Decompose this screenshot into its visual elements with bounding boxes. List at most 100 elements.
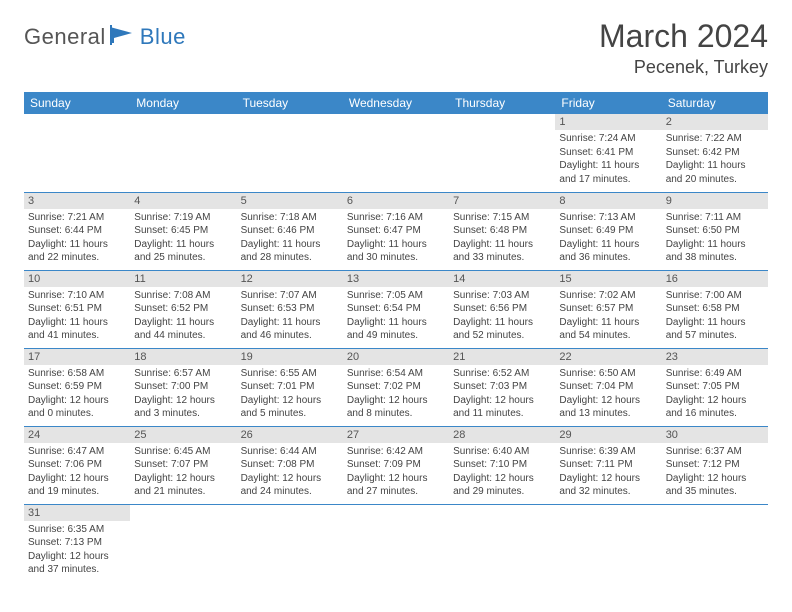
calendar-cell: 1Sunrise: 7:24 AMSunset: 6:41 PMDaylight… — [555, 114, 661, 192]
daylight-text: Daylight: 11 hours and 49 minutes. — [347, 316, 445, 343]
weekday-header: Wednesday — [343, 92, 449, 114]
day-details: Sunrise: 7:11 AMSunset: 6:50 PMDaylight:… — [662, 209, 768, 269]
day-details: Sunrise: 6:47 AMSunset: 7:06 PMDaylight:… — [24, 443, 130, 503]
day-number: 27 — [343, 427, 449, 443]
header: General Blue March 2024 Pecenek, Turkey — [24, 18, 768, 78]
sunrise-text: Sunrise: 6:54 AM — [347, 367, 445, 381]
weekday-header: Saturday — [662, 92, 768, 114]
calendar-cell: 18Sunrise: 6:57 AMSunset: 7:00 PMDayligh… — [130, 348, 236, 426]
sunset-text: Sunset: 7:00 PM — [134, 380, 232, 394]
calendar-cell: 5Sunrise: 7:18 AMSunset: 6:46 PMDaylight… — [237, 192, 343, 270]
calendar-cell: 22Sunrise: 6:50 AMSunset: 7:04 PMDayligh… — [555, 348, 661, 426]
day-details: Sunrise: 6:42 AMSunset: 7:09 PMDaylight:… — [343, 443, 449, 503]
daylight-text: Daylight: 11 hours and 54 minutes. — [559, 316, 657, 343]
daylight-text: Daylight: 12 hours and 13 minutes. — [559, 394, 657, 421]
sunset-text: Sunset: 6:53 PM — [241, 302, 339, 316]
sunrise-text: Sunrise: 6:35 AM — [28, 523, 126, 537]
calendar-cell: 14Sunrise: 7:03 AMSunset: 6:56 PMDayligh… — [449, 270, 555, 348]
weekday-header: Monday — [130, 92, 236, 114]
calendar-cell: 10Sunrise: 7:10 AMSunset: 6:51 PMDayligh… — [24, 270, 130, 348]
calendar-week-row: 17Sunrise: 6:58 AMSunset: 6:59 PMDayligh… — [24, 348, 768, 426]
sunrise-text: Sunrise: 6:45 AM — [134, 445, 232, 459]
daylight-text: Daylight: 12 hours and 27 minutes. — [347, 472, 445, 499]
calendar-cell — [449, 504, 555, 582]
sunset-text: Sunset: 6:54 PM — [347, 302, 445, 316]
sunrise-text: Sunrise: 6:49 AM — [666, 367, 764, 381]
day-number: 11 — [130, 271, 236, 287]
day-number: 6 — [343, 193, 449, 209]
day-details: Sunrise: 7:03 AMSunset: 6:56 PMDaylight:… — [449, 287, 555, 347]
day-details: Sunrise: 7:21 AMSunset: 6:44 PMDaylight:… — [24, 209, 130, 269]
sunset-text: Sunset: 6:52 PM — [134, 302, 232, 316]
daylight-text: Daylight: 12 hours and 0 minutes. — [28, 394, 126, 421]
calendar-cell: 31Sunrise: 6:35 AMSunset: 7:13 PMDayligh… — [24, 504, 130, 582]
sunrise-text: Sunrise: 7:13 AM — [559, 211, 657, 225]
day-details: Sunrise: 7:24 AMSunset: 6:41 PMDaylight:… — [555, 130, 661, 190]
calendar-cell: 17Sunrise: 6:58 AMSunset: 6:59 PMDayligh… — [24, 348, 130, 426]
day-number: 24 — [24, 427, 130, 443]
calendar-week-row: 3Sunrise: 7:21 AMSunset: 6:44 PMDaylight… — [24, 192, 768, 270]
day-number: 21 — [449, 349, 555, 365]
brand-logo: General Blue — [24, 18, 186, 50]
calendar-cell: 12Sunrise: 7:07 AMSunset: 6:53 PMDayligh… — [237, 270, 343, 348]
day-details: Sunrise: 6:35 AMSunset: 7:13 PMDaylight:… — [24, 521, 130, 581]
sunrise-text: Sunrise: 6:55 AM — [241, 367, 339, 381]
month-title: March 2024 — [599, 18, 768, 55]
sunrise-text: Sunrise: 6:52 AM — [453, 367, 551, 381]
calendar-table: Sunday Monday Tuesday Wednesday Thursday… — [24, 92, 768, 582]
sunset-text: Sunset: 7:02 PM — [347, 380, 445, 394]
sunset-text: Sunset: 6:58 PM — [666, 302, 764, 316]
sunrise-text: Sunrise: 7:24 AM — [559, 132, 657, 146]
sunrise-text: Sunrise: 6:44 AM — [241, 445, 339, 459]
sunset-text: Sunset: 6:49 PM — [559, 224, 657, 238]
calendar-cell: 13Sunrise: 7:05 AMSunset: 6:54 PMDayligh… — [343, 270, 449, 348]
sunrise-text: Sunrise: 6:37 AM — [666, 445, 764, 459]
sunset-text: Sunset: 6:59 PM — [28, 380, 126, 394]
sunrise-text: Sunrise: 7:18 AM — [241, 211, 339, 225]
sunset-text: Sunset: 7:13 PM — [28, 536, 126, 550]
sunrise-text: Sunrise: 7:21 AM — [28, 211, 126, 225]
daylight-text: Daylight: 11 hours and 17 minutes. — [559, 159, 657, 186]
day-number: 17 — [24, 349, 130, 365]
daylight-text: Daylight: 12 hours and 5 minutes. — [241, 394, 339, 421]
day-details: Sunrise: 7:07 AMSunset: 6:53 PMDaylight:… — [237, 287, 343, 347]
sunrise-text: Sunrise: 7:19 AM — [134, 211, 232, 225]
calendar-cell: 3Sunrise: 7:21 AMSunset: 6:44 PMDaylight… — [24, 192, 130, 270]
sunset-text: Sunset: 6:46 PM — [241, 224, 339, 238]
day-details: Sunrise: 6:55 AMSunset: 7:01 PMDaylight:… — [237, 365, 343, 425]
calendar-week-row: 24Sunrise: 6:47 AMSunset: 7:06 PMDayligh… — [24, 426, 768, 504]
day-number: 12 — [237, 271, 343, 287]
sunset-text: Sunset: 6:44 PM — [28, 224, 126, 238]
day-number: 28 — [449, 427, 555, 443]
weekday-header: Friday — [555, 92, 661, 114]
sunrise-text: Sunrise: 7:16 AM — [347, 211, 445, 225]
daylight-text: Daylight: 12 hours and 3 minutes. — [134, 394, 232, 421]
sunset-text: Sunset: 7:12 PM — [666, 458, 764, 472]
sunset-text: Sunset: 6:51 PM — [28, 302, 126, 316]
sunset-text: Sunset: 7:06 PM — [28, 458, 126, 472]
sunset-text: Sunset: 6:42 PM — [666, 146, 764, 160]
day-number: 23 — [662, 349, 768, 365]
day-number: 30 — [662, 427, 768, 443]
day-details: Sunrise: 6:52 AMSunset: 7:03 PMDaylight:… — [449, 365, 555, 425]
calendar-cell — [343, 114, 449, 192]
calendar-cell: 6Sunrise: 7:16 AMSunset: 6:47 PMDaylight… — [343, 192, 449, 270]
day-details: Sunrise: 6:40 AMSunset: 7:10 PMDaylight:… — [449, 443, 555, 503]
day-details: Sunrise: 6:57 AMSunset: 7:00 PMDaylight:… — [130, 365, 236, 425]
day-details: Sunrise: 6:44 AMSunset: 7:08 PMDaylight:… — [237, 443, 343, 503]
calendar-cell: 7Sunrise: 7:15 AMSunset: 6:48 PMDaylight… — [449, 192, 555, 270]
day-details: Sunrise: 7:15 AMSunset: 6:48 PMDaylight:… — [449, 209, 555, 269]
daylight-text: Daylight: 11 hours and 30 minutes. — [347, 238, 445, 265]
calendar-cell: 30Sunrise: 6:37 AMSunset: 7:12 PMDayligh… — [662, 426, 768, 504]
daylight-text: Daylight: 12 hours and 21 minutes. — [134, 472, 232, 499]
sunrise-text: Sunrise: 7:11 AM — [666, 211, 764, 225]
sunrise-text: Sunrise: 7:03 AM — [453, 289, 551, 303]
sunrise-text: Sunrise: 6:39 AM — [559, 445, 657, 459]
calendar-cell — [662, 504, 768, 582]
calendar-cell: 4Sunrise: 7:19 AMSunset: 6:45 PMDaylight… — [130, 192, 236, 270]
day-details: Sunrise: 6:50 AMSunset: 7:04 PMDaylight:… — [555, 365, 661, 425]
calendar-cell — [555, 504, 661, 582]
day-number: 4 — [130, 193, 236, 209]
calendar-cell: 2Sunrise: 7:22 AMSunset: 6:42 PMDaylight… — [662, 114, 768, 192]
calendar-cell — [237, 114, 343, 192]
